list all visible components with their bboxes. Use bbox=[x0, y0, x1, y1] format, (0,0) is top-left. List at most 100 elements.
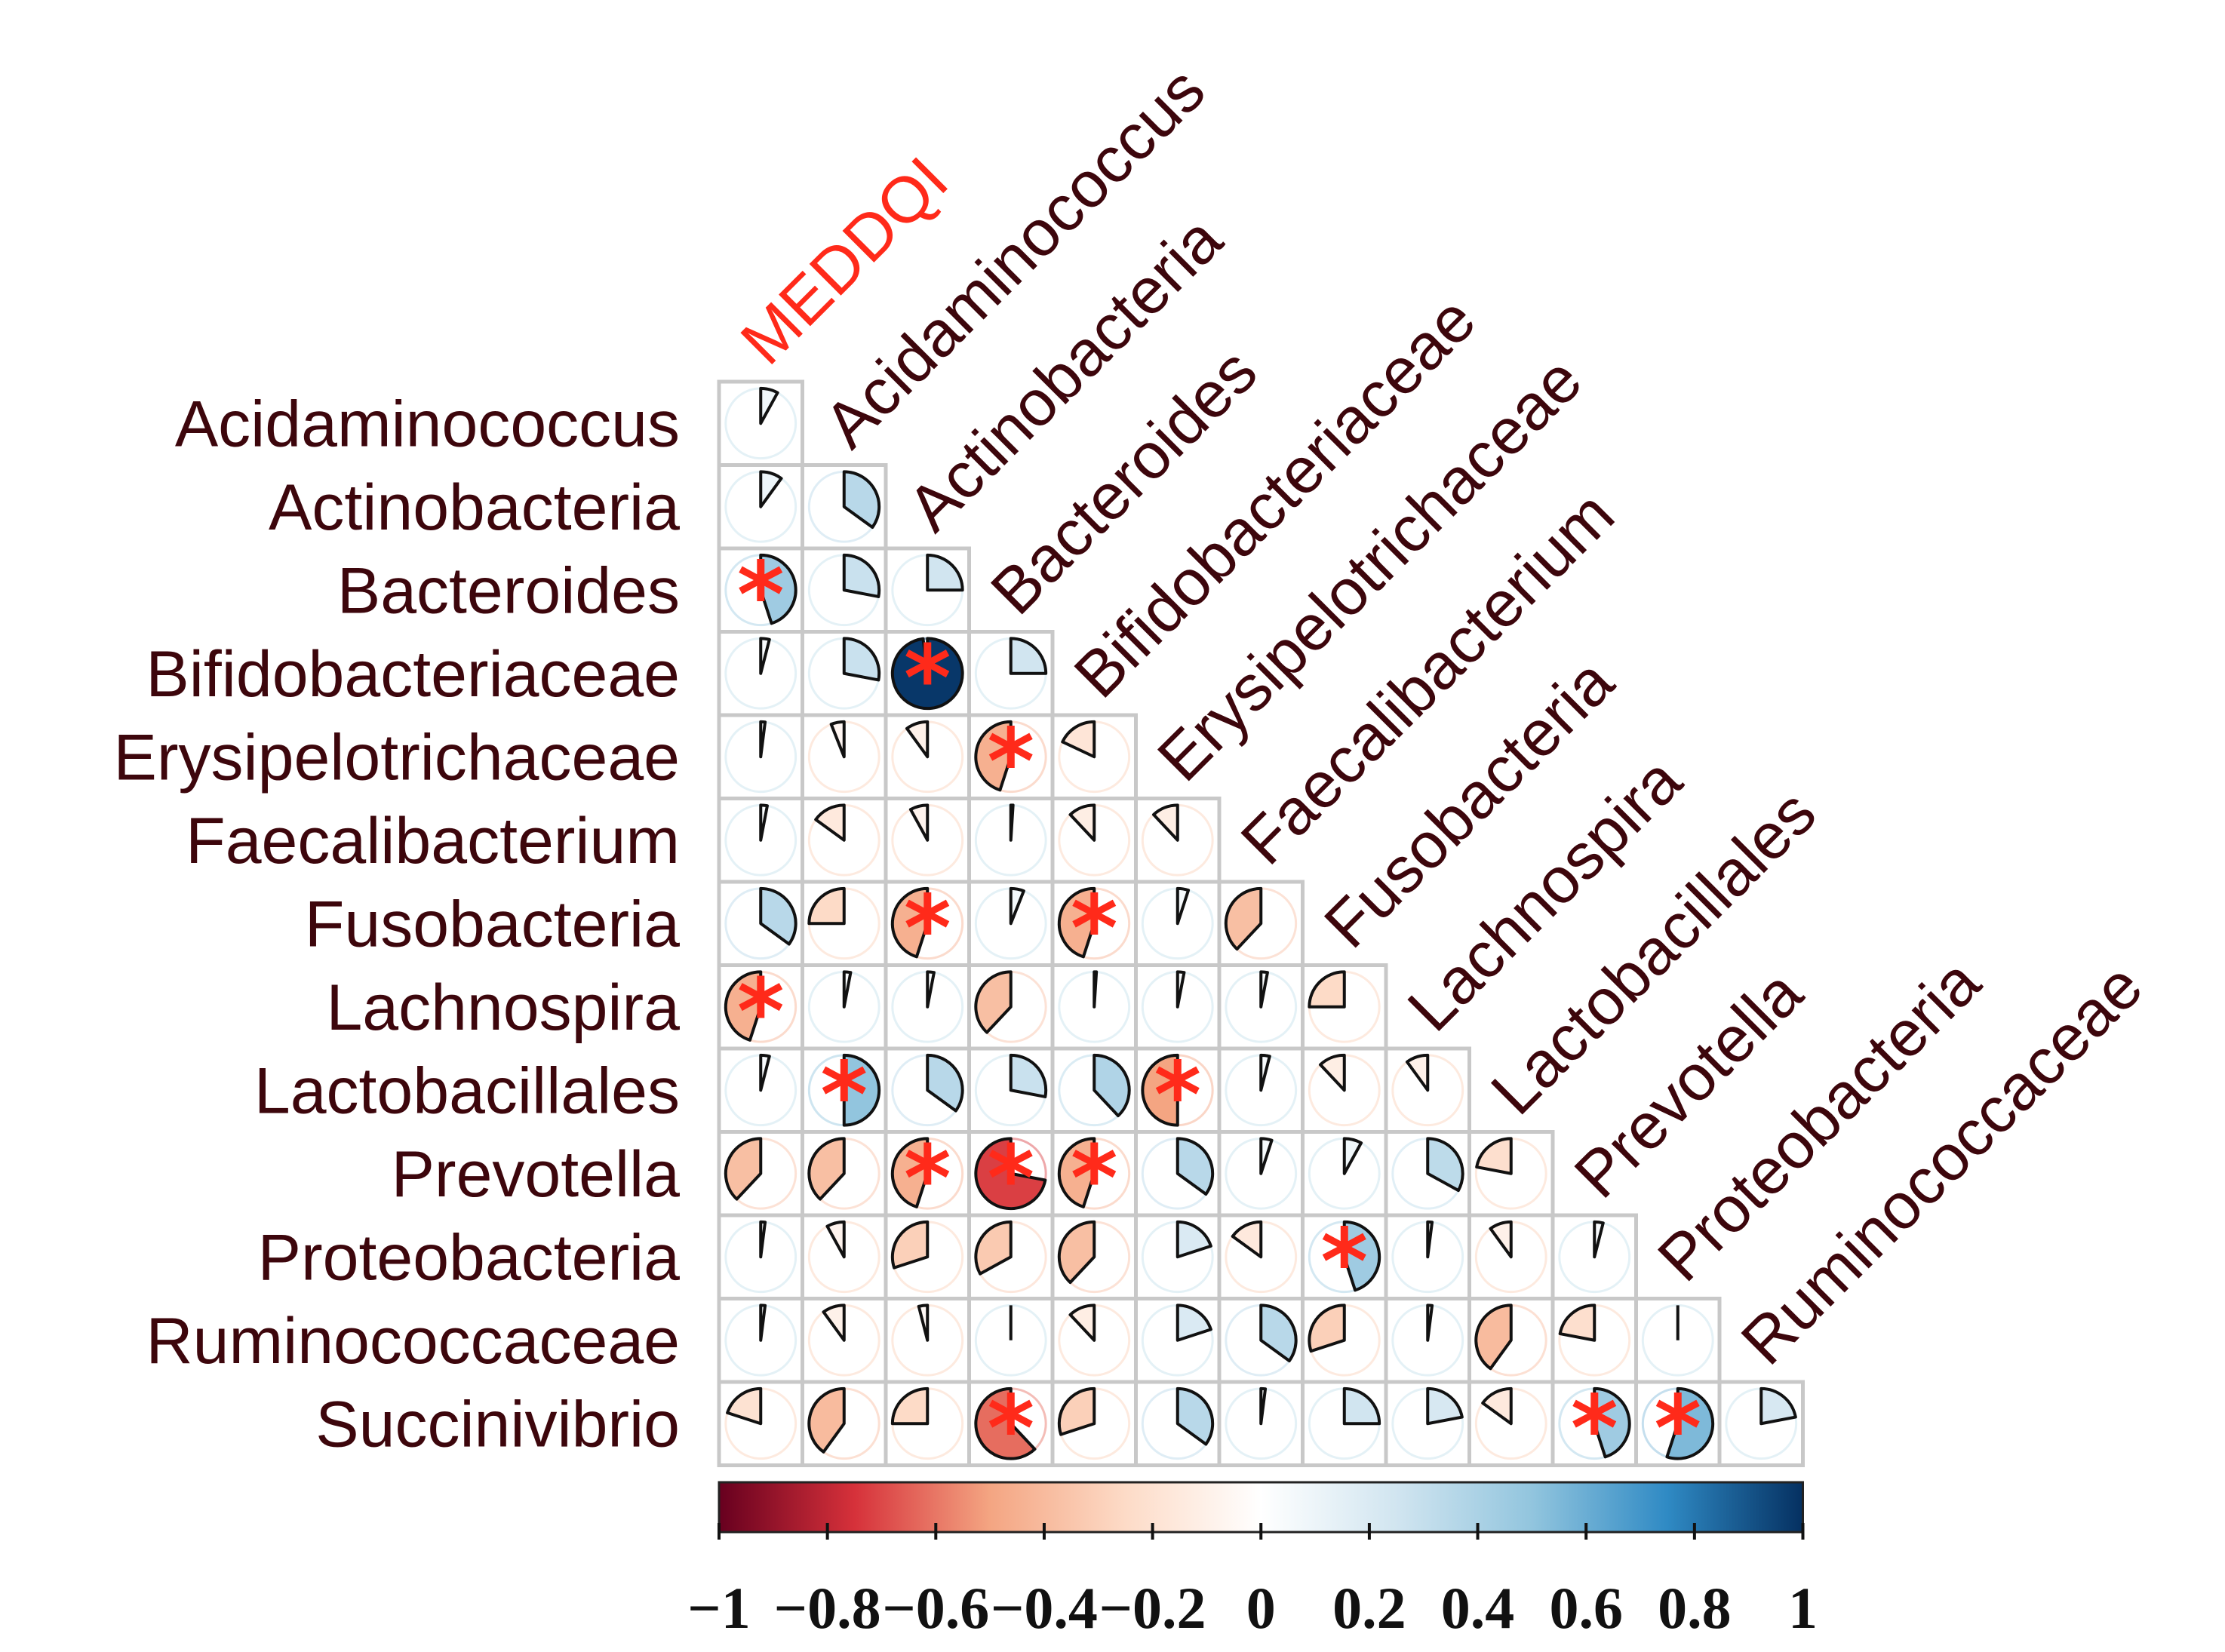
pie-wedge bbox=[759, 886, 797, 946]
pie-wedge bbox=[1259, 1053, 1271, 1092]
correlation-cell bbox=[884, 1046, 971, 1134]
pie-wedge bbox=[759, 1303, 767, 1342]
correlation-cell bbox=[1384, 1213, 1471, 1300]
correlation-cell bbox=[1301, 1046, 1388, 1134]
pie-wedge bbox=[1665, 1386, 1715, 1460]
pie-wedge bbox=[1057, 886, 1096, 959]
pie-wedge bbox=[974, 1137, 1047, 1211]
pie-wedge bbox=[842, 1053, 881, 1127]
pie-wedge bbox=[1342, 1220, 1381, 1292]
pie-wedge bbox=[759, 386, 779, 425]
correlation-cell bbox=[801, 1297, 888, 1384]
pie-wedge bbox=[974, 1220, 1013, 1276]
row-labels: Acidaminococcus Actinobacteria Bacteroides… bbox=[114, 388, 681, 1460]
row-label: Faecalibacterium bbox=[186, 805, 680, 877]
colorbar-tick-label: 1 bbox=[1788, 1575, 1818, 1641]
pie-wedge bbox=[890, 1137, 930, 1208]
row-label: Ruminococcaceae bbox=[146, 1305, 680, 1377]
row-label: Bacteroides bbox=[337, 554, 680, 627]
pie-wedge bbox=[842, 970, 853, 1009]
pie-wedge bbox=[1009, 803, 1015, 842]
correlation-cell bbox=[1134, 1380, 1222, 1467]
pie-wedge bbox=[908, 803, 930, 842]
correlation-cell bbox=[1301, 1380, 1388, 1467]
pie-wedge bbox=[1057, 1137, 1096, 1208]
pie-wedge bbox=[842, 470, 881, 530]
pie-wedge bbox=[759, 1220, 767, 1259]
correlation-cell bbox=[801, 963, 888, 1051]
pie-wedge bbox=[926, 1053, 964, 1113]
pie-wedge bbox=[1259, 1303, 1298, 1363]
pie-wedge bbox=[1093, 1053, 1131, 1118]
pie-wedge bbox=[974, 720, 1013, 792]
pie-wedge bbox=[1176, 970, 1186, 1009]
pie-wedge bbox=[1061, 720, 1096, 759]
correlation-cell bbox=[967, 1297, 1055, 1384]
correlation-cell: * bbox=[967, 1377, 1055, 1482]
column-label: Fusobacteria bbox=[1311, 645, 1627, 962]
significance-star-icon: * bbox=[1654, 1377, 1701, 1482]
pie-wedge bbox=[1176, 1303, 1212, 1342]
pie-wedge bbox=[890, 1220, 930, 1270]
correlation-cell bbox=[801, 713, 888, 800]
correlation-cell bbox=[717, 463, 804, 551]
correlation-cell bbox=[1217, 1046, 1305, 1134]
pie-wedge bbox=[759, 637, 771, 675]
pie-wedge bbox=[1481, 1386, 1513, 1426]
pie-wedge bbox=[890, 886, 930, 959]
colorbar-ticks: −1 −0.8 −0.6 −0.4 −0.2 0 0.2 0.4 0.6 0.8 1 bbox=[687, 1523, 1818, 1641]
correlation-cell bbox=[884, 1297, 971, 1384]
correlation-cell bbox=[1134, 1297, 1222, 1384]
colorbar-tick-label: −0.4 bbox=[991, 1575, 1098, 1641]
pie-wedge bbox=[1176, 886, 1191, 926]
correlation-cell bbox=[1050, 1213, 1138, 1300]
colorbar-tick-label: 0 bbox=[1246, 1575, 1276, 1641]
correlation-cell bbox=[801, 1213, 888, 1300]
pie-wedge bbox=[1426, 1220, 1434, 1259]
correlation-cell bbox=[1467, 1130, 1555, 1218]
row-label: Bifidobacteriaceae bbox=[146, 638, 680, 711]
row-label: Erysipelotrichaceae bbox=[114, 721, 680, 794]
pie-wedge bbox=[890, 1386, 930, 1426]
pie-wedge bbox=[759, 803, 769, 842]
correlation-cell bbox=[717, 1380, 804, 1467]
correlation-cell bbox=[884, 1213, 971, 1300]
pie-wedge bbox=[724, 1137, 763, 1201]
pie-wedge bbox=[814, 803, 846, 842]
row-label: Prevotella bbox=[392, 1138, 681, 1211]
colorbar-tick-label: −0.8 bbox=[774, 1575, 881, 1641]
correlation-cell bbox=[801, 546, 888, 634]
pie-wedge bbox=[1426, 1137, 1464, 1193]
colorbar-tick-label: 0.4 bbox=[1441, 1575, 1515, 1641]
pie-wedge bbox=[1308, 970, 1346, 1009]
correlation-cell bbox=[1384, 1130, 1471, 1218]
row-label: Actinobacteria bbox=[269, 471, 680, 544]
pie-wedge bbox=[1259, 970, 1269, 1009]
correlation-cells: **** *** ** * *** * * bbox=[717, 379, 1805, 1482]
pie-wedge bbox=[1308, 1303, 1346, 1353]
pie-wedge bbox=[926, 553, 964, 592]
correlation-cell bbox=[1134, 963, 1222, 1051]
pie-wedge bbox=[1068, 803, 1096, 842]
correlation-cell bbox=[1217, 1297, 1305, 1384]
correlation-cell: * bbox=[801, 1043, 888, 1148]
colorbar-tick-label: 0.6 bbox=[1549, 1575, 1623, 1641]
correlation-cell bbox=[801, 880, 888, 967]
pie-wedge bbox=[1057, 1220, 1096, 1285]
correlation-cell bbox=[1217, 1380, 1305, 1467]
pie-wedge bbox=[724, 970, 763, 1042]
pie-wedge bbox=[807, 1386, 846, 1454]
row-label: Proteobacteria bbox=[258, 1221, 681, 1294]
correlation-cell bbox=[1467, 1213, 1555, 1300]
correlation-cell bbox=[1301, 963, 1388, 1051]
pie-wedge bbox=[1489, 1220, 1513, 1259]
pie-wedge bbox=[1475, 1137, 1513, 1175]
pie-wedge bbox=[1558, 1303, 1597, 1342]
correlation-cell bbox=[717, 713, 804, 800]
correlation-cell bbox=[1050, 713, 1138, 800]
pie-wedge bbox=[759, 720, 767, 759]
correlation-cell bbox=[717, 880, 804, 967]
correlation-cell bbox=[967, 880, 1055, 967]
pie-wedge bbox=[1342, 1137, 1363, 1175]
